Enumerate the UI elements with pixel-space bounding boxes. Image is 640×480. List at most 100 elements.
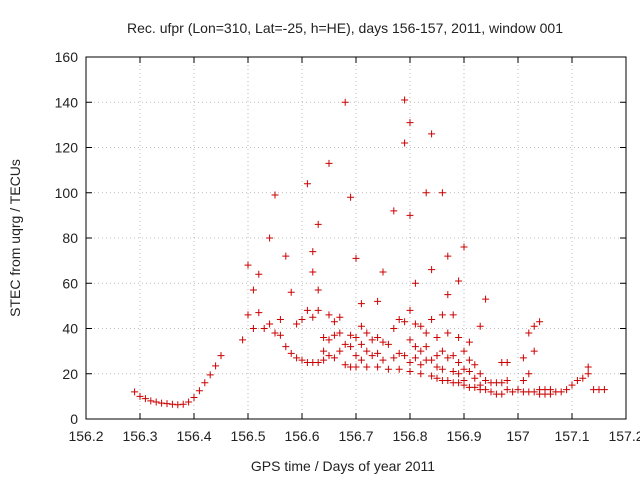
x-tick-label: 156.7 — [338, 428, 373, 444]
x-tick-label: 156.6 — [284, 428, 319, 444]
data-point — [584, 363, 592, 371]
data-point — [471, 374, 479, 382]
data-point — [320, 347, 328, 355]
y-tick-label: 60 — [62, 275, 78, 291]
x-tick-label: 156.5 — [230, 428, 265, 444]
data-point — [449, 367, 457, 375]
data-point — [374, 349, 382, 357]
data-point — [460, 365, 468, 373]
data-point — [444, 377, 452, 385]
data-point — [465, 367, 473, 375]
data-point — [266, 234, 274, 242]
data-point — [212, 362, 220, 370]
data-point — [390, 207, 398, 215]
y-tick-label: 20 — [62, 366, 78, 382]
data-point — [471, 361, 479, 369]
data-point — [352, 352, 360, 360]
data-point — [530, 347, 538, 355]
data-point — [428, 356, 436, 364]
data-point — [255, 309, 263, 317]
data-point — [401, 352, 409, 360]
data-point — [374, 297, 382, 305]
data-point — [449, 352, 457, 360]
data-point — [530, 322, 538, 330]
data-point — [411, 320, 419, 328]
data-point — [422, 189, 430, 197]
data-point — [428, 266, 436, 274]
data-point — [357, 300, 365, 308]
data-point — [255, 270, 263, 278]
data-point — [433, 334, 441, 342]
data-point — [455, 277, 463, 285]
data-point — [357, 322, 365, 330]
data-point — [379, 356, 387, 364]
data-point — [347, 343, 355, 351]
data-point — [266, 320, 274, 328]
data-point — [271, 191, 279, 199]
x-axis: 156.2 156.3 156.4 156.5 156.6 156.7 156.8 156.9… — [68, 57, 640, 444]
data-point — [503, 386, 511, 394]
data-point — [536, 318, 544, 326]
data-point — [455, 358, 463, 366]
chart-title: Rec. ufpr (Lon=310, Lat=-25, h=HE), days… — [127, 20, 563, 36]
data-point — [320, 356, 328, 364]
data-point — [341, 361, 349, 369]
data-point — [390, 354, 398, 362]
data-point — [363, 363, 371, 371]
data-point — [195, 387, 203, 395]
data-point — [455, 370, 463, 378]
data-point — [395, 349, 403, 357]
data-point — [336, 313, 344, 321]
data-point — [401, 139, 409, 147]
data-point — [336, 347, 344, 355]
data-point — [163, 400, 171, 408]
data-point — [136, 392, 144, 400]
data-point — [406, 367, 414, 375]
data-point — [325, 336, 333, 344]
data-point — [131, 388, 139, 396]
data-point — [341, 98, 349, 106]
data-point — [314, 358, 322, 366]
x-tick-label: 157.2 — [608, 428, 640, 444]
data-point — [584, 370, 592, 378]
x-tick-label: 157 — [506, 428, 530, 444]
data-point — [471, 383, 479, 391]
data-point — [357, 356, 365, 364]
data-point — [482, 295, 490, 303]
data-point — [573, 377, 581, 385]
data-point — [444, 354, 452, 362]
data-point — [244, 311, 252, 319]
data-point — [282, 343, 290, 351]
data-point — [406, 336, 414, 344]
data-point — [411, 343, 419, 351]
data-point — [325, 352, 333, 360]
data-point — [303, 306, 311, 314]
data-point — [179, 400, 187, 408]
data-point — [503, 377, 511, 385]
data-point — [336, 329, 344, 337]
data-point — [276, 331, 284, 339]
data-point — [298, 356, 306, 364]
data-point — [368, 336, 376, 344]
data-point — [152, 398, 160, 406]
data-point — [428, 315, 436, 323]
data-point — [352, 363, 360, 371]
data-point — [206, 371, 214, 379]
data-point — [444, 252, 452, 260]
data-point — [217, 352, 225, 360]
data-point — [325, 159, 333, 167]
data-point — [546, 390, 554, 398]
data-point — [417, 322, 425, 330]
data-point — [428, 130, 436, 138]
data-point — [509, 388, 517, 396]
data-point — [498, 379, 506, 387]
x-tick-label: 156.9 — [446, 428, 481, 444]
data-point — [433, 352, 441, 360]
data-point — [525, 370, 533, 378]
y-tick-label: 40 — [62, 321, 78, 337]
data-point — [487, 388, 495, 396]
y-tick-label: 80 — [62, 230, 78, 246]
data-point — [438, 347, 446, 355]
y-tick-label: 160 — [55, 49, 79, 65]
